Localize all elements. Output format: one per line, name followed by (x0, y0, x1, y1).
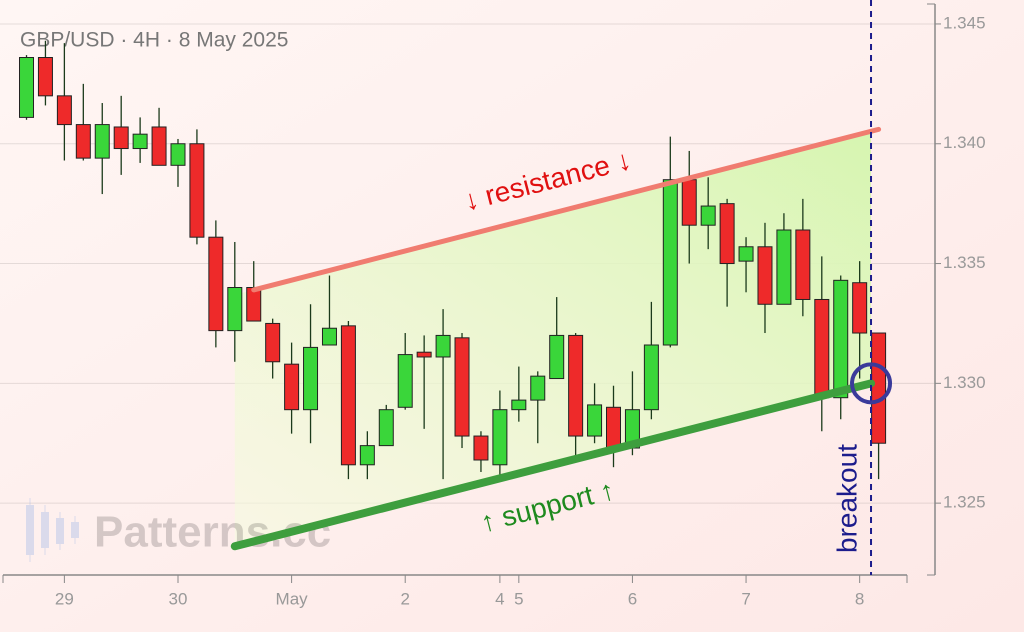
candle-body (871, 332, 887, 444)
support-line (230, 379, 876, 551)
x-tick-label: 6 (628, 589, 637, 608)
chart-title: GBP/USD · 4H · 8 May 2025 (20, 29, 288, 52)
candle-body (435, 334, 451, 358)
candle-body (246, 287, 262, 322)
candle-body (738, 246, 754, 262)
candle-body (587, 404, 603, 437)
x-tick-label: 7 (741, 589, 750, 608)
candle-body (19, 57, 35, 118)
candle-body (303, 346, 319, 411)
candle-body (662, 179, 678, 346)
candle-body (643, 344, 659, 411)
candle-body (340, 325, 356, 466)
candle-body (776, 229, 792, 305)
candle-body (719, 203, 735, 265)
breakout-label: breakout (831, 444, 862, 553)
candle-body (568, 334, 584, 437)
candle-body (170, 143, 186, 166)
candle-body (189, 143, 205, 238)
candle-body (56, 95, 72, 126)
candle-body (75, 124, 91, 159)
x-tick-label: 5 (514, 589, 523, 608)
candle-body (397, 354, 413, 408)
candle-body (795, 229, 811, 300)
candle-body (606, 406, 622, 449)
candle-body (378, 409, 394, 447)
candle-body (492, 409, 508, 466)
x-tick-label: 4 (495, 589, 504, 608)
candle-body (454, 337, 470, 437)
x-tick-label: 30 (169, 589, 188, 608)
candle-body (284, 363, 300, 411)
candle-body (94, 124, 110, 159)
candle-body (321, 327, 337, 346)
x-tick-label: 2 (400, 589, 409, 608)
candle-body (416, 351, 432, 358)
x-tick-label: 29 (55, 589, 74, 608)
candle-body (37, 57, 53, 97)
candle-body (113, 126, 129, 150)
candle-body (265, 322, 281, 363)
y-tick-label: 1.325 (943, 493, 986, 512)
y-tick-label: 1.330 (943, 373, 986, 392)
candle-body (132, 133, 148, 150)
candle-body (549, 334, 565, 380)
candle-body (852, 282, 868, 334)
watermark-icon (26, 498, 79, 562)
x-tick-label: 8 (855, 589, 864, 608)
y-tick-label: 1.345 (943, 13, 986, 32)
candle-body (700, 205, 716, 226)
candle-body (227, 287, 243, 332)
candle-body (511, 399, 527, 411)
candle-body (208, 236, 224, 332)
candle-body (359, 445, 375, 466)
y-tick-label: 1.340 (943, 133, 986, 152)
candle-body (530, 375, 546, 401)
candle-body (473, 435, 489, 461)
candle-body (681, 179, 697, 226)
resistance-line (251, 126, 882, 293)
candle-body (833, 279, 849, 399)
candle-body (757, 246, 773, 305)
breakout-circle (850, 362, 893, 405)
y-tick-label: 1.335 (943, 253, 986, 272)
candle-body (814, 298, 830, 399)
candle-body (151, 126, 167, 166)
x-tick-label: May (276, 589, 309, 608)
